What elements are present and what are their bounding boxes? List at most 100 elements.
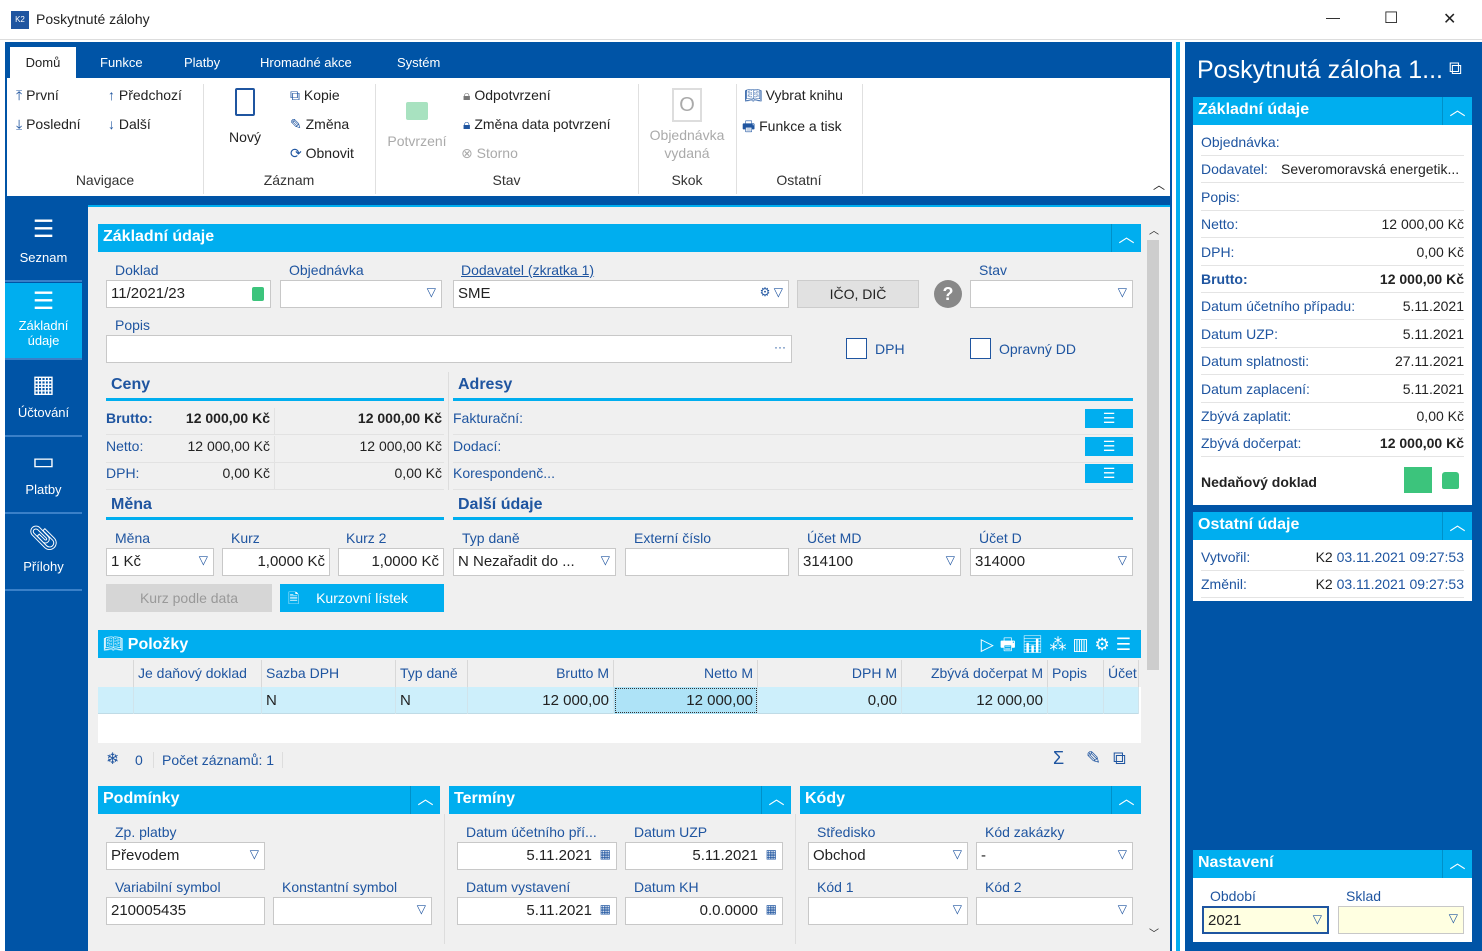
order-button[interactable]: O Objednávka vydaná — [644, 88, 730, 162]
kod2-select[interactable]: ▽ — [976, 897, 1133, 925]
confirm-button[interactable]: Potvrzení — [384, 92, 450, 149]
section-header-zakladni-udaje[interactable]: Základní údaje ︿ — [98, 224, 1141, 252]
new-button[interactable]: Nový — [222, 88, 268, 152]
collapse-icon[interactable]: ︿ — [761, 786, 791, 814]
datum-vystaveni-field[interactable]: 5.11.2021 ▦ — [457, 897, 617, 925]
store-select[interactable]: ▽ — [1338, 906, 1464, 934]
table-cell[interactable] — [1104, 687, 1139, 714]
table-cell[interactable]: N — [262, 687, 396, 714]
tab-hromadne-akce[interactable]: Hromadné akce — [260, 55, 352, 70]
section-header-kody[interactable]: Kódy ︿ — [800, 786, 1141, 814]
address-menu-button[interactable]: ☰ — [1085, 464, 1133, 483]
tab-platby[interactable]: Platby — [184, 55, 221, 70]
collapse-icon[interactable]: ︿ — [410, 786, 440, 814]
copy-button[interactable]: ⧉ Kopie — [290, 87, 340, 103]
refresh-button[interactable]: ⟳ Obnovit — [290, 145, 354, 161]
kurz2-field[interactable]: 1,0000 Kč — [338, 548, 444, 576]
last-button[interactable]: ⤓ Poslední — [16, 116, 81, 132]
calendar-icon[interactable]: ▦ — [599, 902, 611, 916]
ucet-d-select[interactable]: 314000 ▽ — [970, 548, 1133, 576]
play-icon[interactable]: ▷ — [980, 635, 1000, 654]
section-header-podminky[interactable]: Podmínky ︿ — [98, 786, 440, 814]
tab-funkce[interactable]: Funkce — [100, 55, 143, 70]
detail-header-other[interactable]: Ostatní údaje ︿ — [1193, 512, 1472, 540]
close-button[interactable]: ✕ — [1443, 11, 1457, 28]
mena-select[interactable]: 1 Kč ▽ — [106, 548, 214, 576]
address-menu-button[interactable]: ☰ — [1085, 437, 1133, 456]
datum-kh-field[interactable]: 0.0.0000 ▦ — [625, 897, 783, 925]
address-menu-button[interactable]: ☰ — [1085, 409, 1133, 428]
column-header[interactable]: Typ daně — [396, 660, 468, 687]
add-record-icon[interactable]: ⧉ — [1113, 748, 1126, 768]
help-icon[interactable]: ? — [934, 280, 962, 308]
unconfirm-button[interactable]: 🔒︎ Odpotvrzení — [463, 87, 551, 103]
columns-icon[interactable]: ▥ — [1072, 635, 1095, 654]
next-button[interactable]: ↓ Další — [108, 116, 151, 132]
table-cell[interactable]: 12 000,00 — [614, 687, 758, 714]
typ-dane-select[interactable]: N Nezařadit do ... ▽ — [453, 548, 616, 576]
zp-platby-select[interactable]: Převodem ▽ — [106, 842, 265, 870]
first-button[interactable]: ⤒ První — [16, 87, 59, 103]
storno-button[interactable]: ⊗ Storno — [461, 145, 518, 161]
sum-icon[interactable]: Σ — [1053, 748, 1065, 768]
table-cell[interactable] — [134, 687, 262, 714]
table-cell[interactable] — [98, 687, 134, 714]
calendar-icon[interactable]: ▦ — [765, 902, 777, 916]
detail-header-settings[interactable]: Nastavení ︿ — [1193, 850, 1472, 878]
sidebar-item-uctovani[interactable]: ▦ Účtování — [5, 360, 82, 437]
collapse-ribbon-icon[interactable]: ︿ — [1153, 178, 1166, 192]
ico-dic-button[interactable]: IČO, DIČ — [797, 280, 919, 308]
objednavka-select[interactable]: ▽ — [280, 280, 442, 308]
more-icon[interactable]: ··· — [774, 340, 786, 354]
maximize-button[interactable]: ☐ — [1384, 10, 1399, 27]
collapse-icon[interactable]: ︿ — [1442, 97, 1472, 125]
table-cell[interactable] — [1048, 687, 1104, 714]
calendar-icon[interactable]: ▦ — [599, 847, 611, 861]
kod1-select[interactable]: ▽ — [808, 897, 968, 925]
vs-field[interactable]: 210005435 — [106, 897, 265, 925]
column-header[interactable]: Je daňový doklad — [134, 660, 262, 687]
print-button[interactable]: 🖶 Funkce a tisk — [742, 118, 842, 134]
opravny-dd-checkbox[interactable] — [970, 338, 991, 359]
ks-select[interactable]: ▽ — [273, 897, 432, 925]
dph-checkbox[interactable] — [846, 338, 867, 359]
externi-cislo-field[interactable] — [625, 548, 789, 576]
ucet-md-select[interactable]: 314100 ▽ — [798, 548, 961, 576]
column-header[interactable]: Popis — [1048, 660, 1104, 687]
dodavatel-select[interactable]: SME ⚙ ▽ — [453, 280, 789, 308]
popout-icon[interactable]: ⧉ — [1449, 58, 1462, 78]
table-cell[interactable]: N — [396, 687, 468, 714]
sidebar-item-prilohy[interactable]: 📎︎ Přílohy — [5, 514, 82, 591]
edit-icon[interactable]: ✎ — [1086, 748, 1102, 768]
kurz-field[interactable]: 1,0000 Kč — [222, 548, 330, 576]
column-header[interactable]: Brutto M — [468, 660, 614, 687]
doklad-field[interactable]: 11/2021/23 — [106, 280, 271, 308]
collapse-icon[interactable]: ︿ — [1111, 224, 1141, 252]
tab-domu[interactable]: Domů — [10, 47, 76, 78]
collapse-icon[interactable]: ︿ — [1111, 786, 1141, 814]
gear-icon[interactable]: ⚙ — [1094, 635, 1116, 654]
prev-button[interactable]: ↑ Předchozí — [108, 87, 182, 103]
table-cell[interactable]: 0,00 — [758, 687, 902, 714]
menu-icon[interactable]: ☰ — [1115, 635, 1137, 654]
table-cell[interactable]: 12 000,00 — [468, 687, 614, 714]
stav-select[interactable]: ▽ — [970, 280, 1133, 308]
sidebar-item-seznam[interactable]: ☰ Seznam — [5, 205, 82, 282]
kurzovni-listek-button[interactable]: 🗎 Kurzovní lístek — [280, 584, 444, 612]
period-select[interactable]: 2021 ▽ — [1202, 906, 1329, 934]
column-header[interactable] — [98, 660, 134, 687]
kurz-podle-data-button[interactable]: Kurz podle data — [106, 584, 272, 612]
popis-field[interactable]: ··· — [106, 335, 792, 363]
table-cell[interactable]: 12 000,00 — [902, 687, 1048, 714]
datum-ucp-field[interactable]: 5.11.2021 ▦ — [457, 842, 617, 870]
section-header-terminy[interactable]: Termíny ︿ — [449, 786, 791, 814]
kod-zakazky-select[interactable]: - ▽ — [976, 842, 1133, 870]
calendar-icon[interactable]: ▦ — [765, 847, 777, 861]
created-link[interactable]: 03.11.2021 09:27:53 — [1336, 549, 1464, 565]
splitter[interactable] — [1172, 42, 1185, 951]
collapse-icon[interactable]: ︿ — [1442, 850, 1472, 878]
detail-header-basic[interactable]: Základní údaje ︿ — [1193, 97, 1472, 125]
column-header[interactable]: Zbývá dočerpat M — [902, 660, 1048, 687]
tab-system[interactable]: Systém — [397, 55, 441, 70]
chart-icon[interactable]: 📊︎ — [1021, 635, 1050, 654]
